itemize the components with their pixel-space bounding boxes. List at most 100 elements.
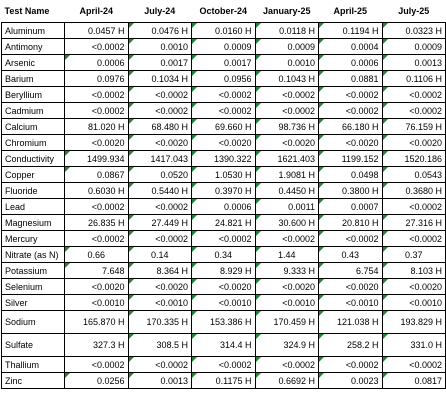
result-value-cell: 0.34 [191,246,256,263]
result-value-cell: 0.0006 [191,198,256,215]
result-value-cell: <0.0002 [191,86,256,103]
cell-flag-icon [382,103,388,108]
cell-flag-icon [255,183,261,188]
test-name-cell: Chromium [1,134,65,151]
test-results-table: Test Name April-24 July-24 October-24 Ja… [1,0,446,389]
result-value-cell: 0.14 [127,246,192,263]
result-value: <0.0002 [218,89,252,100]
result-value-cell: <0.0002 [127,198,192,215]
column-header-period: October-24 [199,6,247,16]
result-value: <0.0010 [345,297,379,308]
result-value: 0.1034 H [151,73,188,84]
table-row: Calcium 81.020 H 68.480 H 69.660 H 98.736 H 6… [1,118,446,135]
result-value-cell: 1.44 [254,246,319,263]
result-value: 69.660 H [214,121,252,132]
result-value-cell: 7.648 [64,262,129,279]
cell-flag-icon [128,263,134,268]
result-value: 327.3 H [92,340,125,350]
table-row: Zinc 0.0256 0.0013 0.1175 H 0.6692 H 0.0023 0.… [1,372,446,389]
cell-flag-icon [319,151,324,156]
result-value-cell: <0.0002 [381,198,446,215]
cell-flag-icon [192,357,197,362]
result-value: 0.0010 [160,41,188,52]
result-value: 20.810 H [341,217,379,228]
cell-flag-icon [319,334,324,339]
result-value: <0.0020 [282,137,315,148]
cell-flag-icon [382,183,388,188]
cell-flag-icon [128,215,134,220]
test-name-cell: Lead [1,198,65,215]
column-header-test-name: Test Name [4,6,50,16]
result-value-cell: 0.0256 [64,372,129,389]
result-value: <0.0010 [91,297,125,308]
result-value-cell: 0.66 [64,246,129,263]
cell-flag-icon [255,119,261,124]
result-value: <0.0002 [91,41,125,52]
cell-flag-icon [128,151,134,156]
result-value: <0.0020 [345,137,379,148]
result-value-cell: <0.0002 [318,356,383,373]
result-value: 27.449 H [151,217,188,228]
cell-flag-icon [319,135,324,140]
result-value-cell: 0.0023 [318,372,383,389]
column-header-period: January-25 [262,6,311,16]
result-value: 26.835 H [87,217,125,228]
cell-flag-icon [255,357,261,362]
result-value: 0.5440 H [151,185,188,196]
result-value: <0.0002 [91,89,125,100]
result-value-cell: <0.0002 [64,230,129,247]
result-value-cell: 0.0118 H [254,22,319,39]
result-value: 0.0010 [287,57,315,68]
result-value: <0.0020 [409,137,442,148]
result-value-cell: <0.0020 [254,278,319,295]
result-value-cell: 1199.152 [318,150,383,167]
table-row: Potassium 7.648 8.364 H 8.929 H 9.333 H 6.754… [1,262,446,279]
result-value: <0.0020 [91,137,125,148]
result-value-cell: 0.0011 [254,198,319,215]
column-header-period: April-25 [333,6,367,16]
result-value-cell: 314.4 H [191,333,256,357]
result-value: 153.386 H [209,317,252,327]
result-value-cell: <0.0010 [318,294,383,311]
table-row: Magnesium 26.835 H 27.449 H 24.821 H 30.600 … [1,214,446,231]
result-value: 0.1194 H [342,25,379,36]
result-value-cell: 8.929 H [191,262,256,279]
test-name-cell: Zinc [1,372,65,389]
cell-flag-icon [382,55,388,60]
cell-flag-icon [319,231,324,236]
cell-flag-icon [192,263,197,268]
cell-flag-icon [255,55,261,60]
cell-flag-icon [382,87,388,92]
result-value: <0.0002 [282,89,315,100]
result-value: 8.929 H [219,265,252,276]
result-value-cell: 69.660 H [191,118,256,135]
cell-flag-icon [319,279,324,284]
result-value-cell: <0.0002 [127,102,192,119]
result-value: 0.0013 [160,375,188,386]
cell-flag-icon [192,119,197,124]
result-value-cell: <0.0002 [318,230,383,247]
cell-flag-icon [255,215,261,220]
table-row: Cadmium <0.0002 <0.0002 <0.0002 <0.0002 <0.00… [1,102,446,119]
result-value: 0.0160 H [214,25,252,36]
result-value-cell: <0.0002 [191,102,256,119]
result-value: <0.0002 [91,201,125,212]
result-value-cell: 8.364 H [127,262,192,279]
cell-flag-icon [382,263,388,268]
result-value-cell: <0.0020 [318,278,383,295]
cell-flag-icon [192,39,197,44]
cell-flag-icon [255,263,261,268]
result-value: 98.736 H [278,121,315,132]
result-value: 30.600 H [278,217,315,228]
result-value-cell: 0.0956 [191,70,256,87]
result-value: <0.0002 [155,89,188,100]
result-value: 1.44 [277,249,296,260]
result-value: 0.3970 H [214,185,252,196]
result-value: 0.14 [150,249,169,260]
cell-flag-icon [319,87,324,92]
result-value-cell: 1.0530 H [191,166,256,183]
result-value: 0.66 [87,249,106,260]
cell-flag-icon [128,119,134,124]
result-value: 170.459 H [273,317,315,327]
result-value: <0.0002 [91,105,125,116]
